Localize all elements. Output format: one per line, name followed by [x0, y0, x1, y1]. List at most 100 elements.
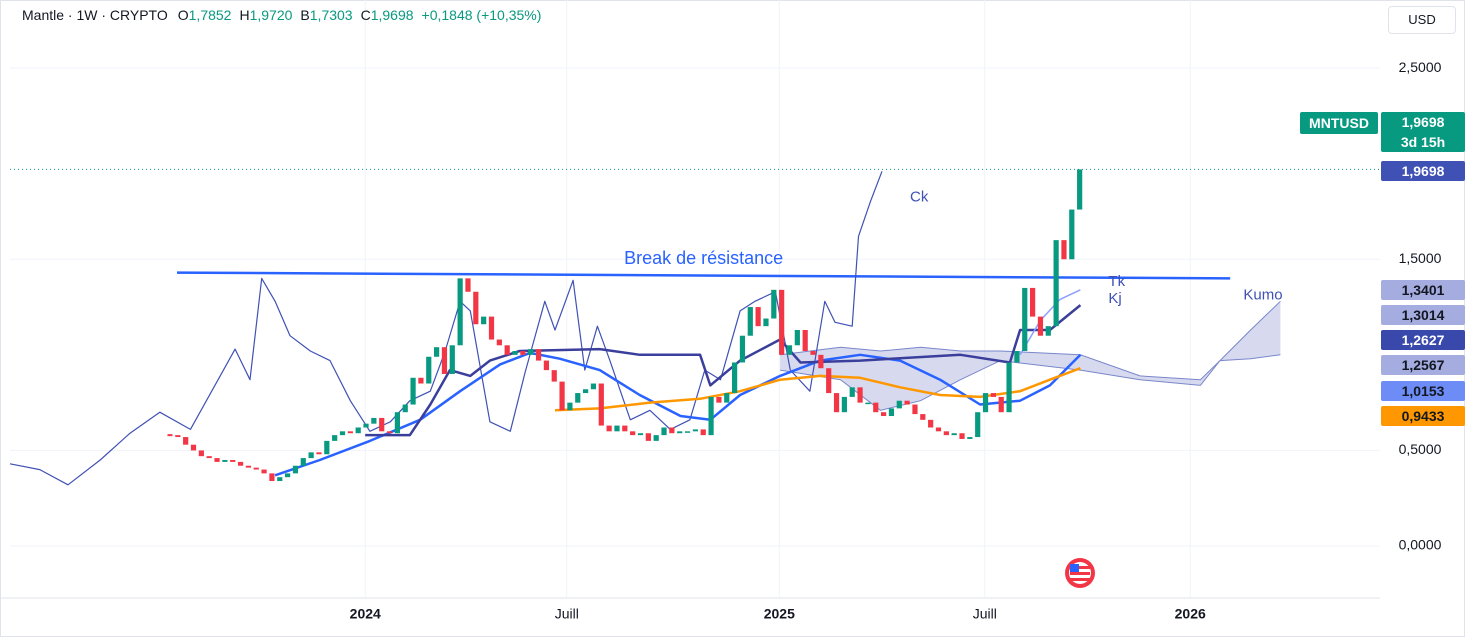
- price-tag-sub: 3d 15h: [1400, 134, 1446, 150]
- candle: [598, 383, 604, 426]
- flag-icon: [1065, 558, 1095, 588]
- candle: [975, 412, 981, 438]
- ohlc-value: 1,7852: [188, 7, 232, 23]
- grid: [10, 0, 1380, 598]
- ohlc-key: H: [239, 7, 250, 23]
- candle: [1022, 287, 1028, 352]
- candle: [363, 423, 369, 428]
- candle: [849, 387, 855, 397]
- candle: [214, 458, 220, 462]
- price-tag: 1,3014: [1381, 305, 1465, 325]
- candle: [1069, 209, 1075, 260]
- y-tick-label: 0,5000: [1399, 441, 1442, 457]
- candle: [990, 393, 996, 397]
- candle: [355, 427, 361, 434]
- price-tag: 1,2627: [1381, 330, 1465, 350]
- candle: [198, 450, 204, 457]
- candle: [810, 351, 816, 355]
- ohlc-key: B: [300, 7, 310, 23]
- candle: [653, 435, 659, 441]
- price-tag-value: 1,0153: [1401, 383, 1445, 399]
- candle: [567, 402, 573, 411]
- candle: [943, 431, 949, 436]
- candle: [559, 381, 565, 411]
- candle: [386, 431, 393, 434]
- price-tag: 1,0153: [1381, 381, 1465, 401]
- candle: [575, 393, 581, 403]
- price-tag-value: 0,9433: [1401, 408, 1445, 424]
- candle: [755, 307, 761, 327]
- candle: [904, 400, 910, 405]
- symbol: Mantle · 1W · CRYPTO: [22, 7, 168, 23]
- candle: [1061, 240, 1067, 260]
- x-tick-label: 2026: [1175, 606, 1206, 622]
- x-tick-label: 2025: [764, 606, 795, 622]
- candle: [590, 383, 597, 390]
- candle: [951, 433, 957, 436]
- candle: [1053, 240, 1059, 327]
- candle: [1037, 316, 1044, 336]
- candle: [324, 440, 330, 455]
- candle: [622, 425, 628, 432]
- candle: [379, 417, 385, 432]
- candle: [347, 431, 353, 434]
- candle: [190, 444, 197, 451]
- candle: [339, 431, 346, 436]
- candle: [222, 459, 228, 462]
- candle: [998, 396, 1004, 413]
- cloud-label: Kumo: [1243, 286, 1282, 303]
- price-tag: 1,2567: [1381, 355, 1465, 375]
- line-label: Ck: [910, 188, 929, 205]
- candle: [183, 437, 189, 445]
- price-tag-value: 1,3014: [1401, 307, 1445, 323]
- candle: [684, 431, 691, 433]
- candle: [230, 459, 236, 462]
- candle: [881, 412, 887, 417]
- price-tag-value: 1,2567: [1401, 357, 1445, 373]
- candle: [465, 278, 471, 292]
- candle: [645, 433, 651, 441]
- y-tick-label: 1,5000: [1399, 250, 1442, 266]
- candle: [543, 360, 549, 371]
- candle: [637, 433, 644, 436]
- price-tag: 1,9698: [1381, 161, 1465, 181]
- candle: [175, 435, 181, 438]
- candle: [841, 396, 847, 413]
- ohlc-value: 1,9698: [370, 7, 414, 23]
- candle: [473, 291, 479, 325]
- candle: [1014, 351, 1020, 363]
- x-tick-label: Juill: [555, 606, 579, 622]
- candle: [677, 431, 683, 434]
- candle: [237, 461, 244, 466]
- candle: [888, 408, 895, 417]
- price-tag-value: 1,9698: [1401, 114, 1445, 130]
- candle: [873, 402, 879, 413]
- candle: [818, 354, 824, 369]
- ohlc-key: C: [360, 7, 371, 23]
- candle: [928, 419, 934, 428]
- candle: [802, 329, 808, 352]
- candle: [300, 458, 306, 466]
- candle: [959, 433, 965, 439]
- candle: [1077, 169, 1083, 210]
- candle: [786, 345, 793, 355]
- candle: [449, 345, 455, 374]
- candle: [700, 429, 706, 436]
- line-label: Kj: [1108, 290, 1121, 307]
- candle: [583, 389, 589, 394]
- candle: [402, 404, 408, 413]
- candle: [496, 339, 502, 346]
- candle: [669, 427, 675, 434]
- indicator-line: [554, 367, 1081, 412]
- candle: [896, 400, 902, 409]
- price-tag: 0,9433: [1381, 406, 1465, 426]
- candle: [794, 329, 800, 346]
- currency-button[interactable]: USD: [1388, 6, 1456, 34]
- candle: [481, 316, 487, 325]
- candle: [708, 396, 714, 436]
- ohlc-value: 1,9720: [249, 7, 293, 23]
- cloud-fill: [780, 301, 1281, 411]
- candle: [982, 393, 989, 413]
- candle: [245, 465, 251, 468]
- candle: [292, 465, 299, 474]
